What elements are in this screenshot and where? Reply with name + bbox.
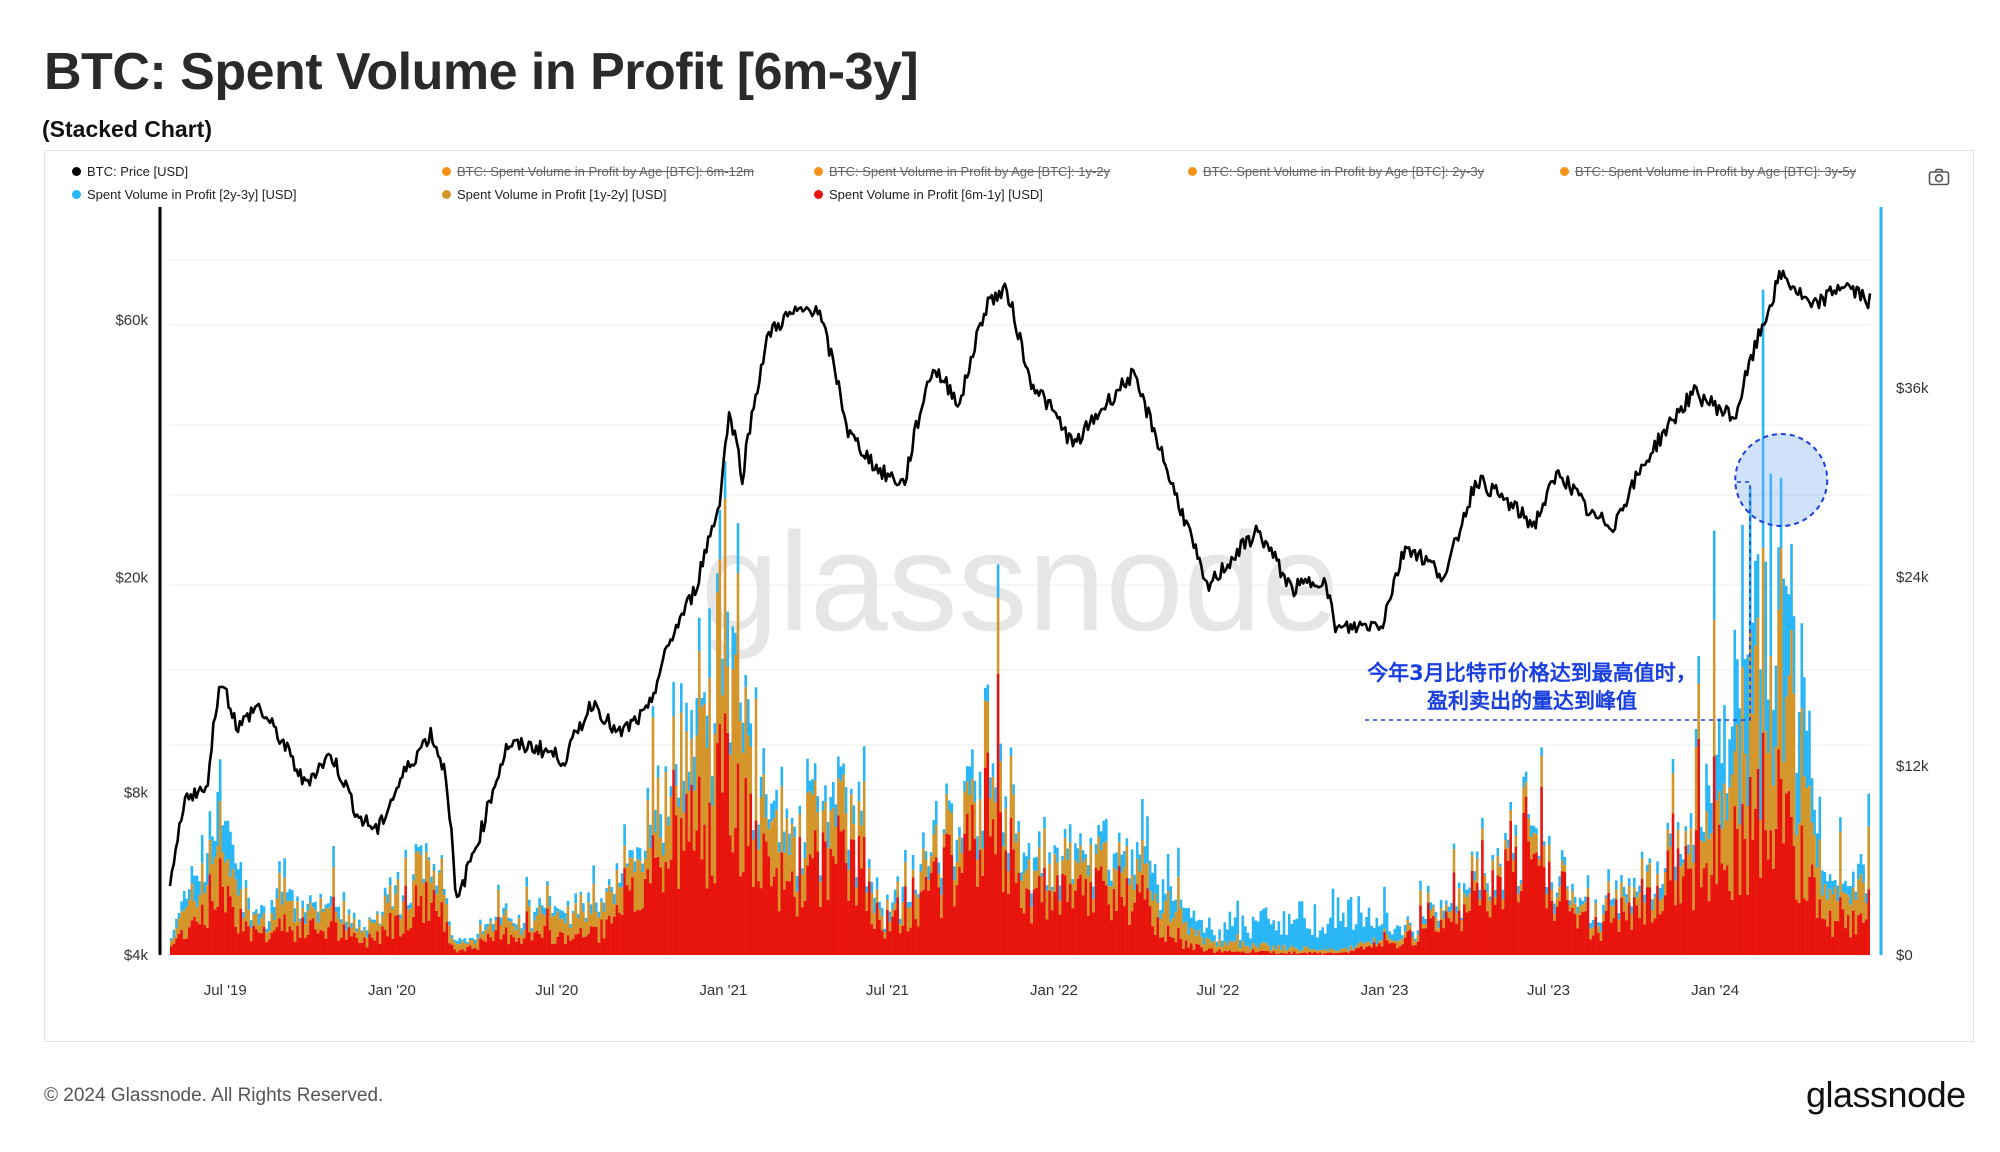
peak-highlight-circle [1734, 433, 1829, 527]
x-tick-label: Jan '24 [1691, 982, 1739, 999]
x-tick-label: Jul '21 [866, 982, 909, 999]
y-right-tick-label: $36k [1896, 380, 1929, 397]
x-tick-label: Jul '22 [1196, 982, 1239, 999]
x-tick-label: Jul '20 [535, 982, 578, 999]
x-tick-label: Jan '20 [368, 982, 416, 999]
copyright-text: © 2024 Glassnode. All Rights Reserved. [44, 1085, 384, 1106]
legend-dot-icon [442, 190, 451, 199]
legend-item-1y-2y-usd[interactable]: Spent Volume in Profit [1y-2y] [USD] [442, 187, 667, 202]
y-left-tick-label: $8k [124, 784, 149, 801]
legend-dot-icon [72, 190, 81, 199]
legend-dot-icon [442, 167, 451, 176]
x-tick-label: Jan '23 [1361, 982, 1409, 999]
legend-dot-icon [72, 167, 81, 176]
annotation-line-1: 今年3月比特币价格达到最高值时， [1367, 661, 1697, 685]
legend-item-6m-12m-btc[interactable]: BTC: Spent Volume in Profit by Age [BTC]… [442, 164, 754, 179]
legend-item-6m-1y-usd[interactable]: Spent Volume in Profit [6m-1y] [USD] [814, 187, 1043, 202]
legend-dot-icon [814, 167, 823, 176]
legend-dot-icon [1188, 167, 1197, 176]
y-right-tick-label: $0 [1896, 947, 1913, 964]
legend-item-3y-5y-btc[interactable]: BTC: Spent Volume in Profit by Age [BTC]… [1560, 164, 1856, 179]
y-left-tick-label: $20k [115, 570, 148, 587]
y-right-tick-label: $24k [1896, 569, 1929, 586]
legend-dot-icon [1560, 167, 1569, 176]
price-line [168, 269, 1872, 899]
legend-item-1y-2y-btc[interactable]: BTC: Spent Volume in Profit by Age [BTC]… [814, 164, 1110, 179]
legend-item-2y-3y-usd[interactable]: Spent Volume in Profit [2y-3y] [USD] [72, 187, 297, 202]
watermark-text: glassnode [701, 503, 1339, 660]
x-tick-label: Jan '21 [699, 982, 747, 999]
x-tick-label: Jan '22 [1030, 982, 1078, 999]
y-left-tick-label: $60k [115, 312, 148, 329]
x-tick-label: Jul '19 [204, 982, 247, 999]
legend-dot-icon [814, 190, 823, 199]
camera-icon[interactable] [1928, 168, 1950, 186]
series-6m-1y-bars [170, 673, 1870, 955]
y-right-tick-label: $12k [1896, 758, 1929, 775]
legend-item-2y-3y-btc[interactable]: BTC: Spent Volume in Profit by Age [BTC]… [1188, 164, 1484, 179]
y-left-tick-label: $4k [124, 947, 149, 964]
annotation-connector-line [1365, 481, 1751, 721]
annotation-line-2: 盈利卖出的量达到峰值 [1426, 689, 1637, 713]
page-title: BTC: Spent Volume in Profit [6m-3y] [44, 43, 919, 101]
brand-logo: glassnode [1806, 1074, 1966, 1115]
x-tick-label: Jul '23 [1527, 982, 1570, 999]
page-subtitle: (Stacked Chart) [42, 116, 212, 142]
legend-item-price[interactable]: BTC: Price [USD] [72, 164, 188, 179]
